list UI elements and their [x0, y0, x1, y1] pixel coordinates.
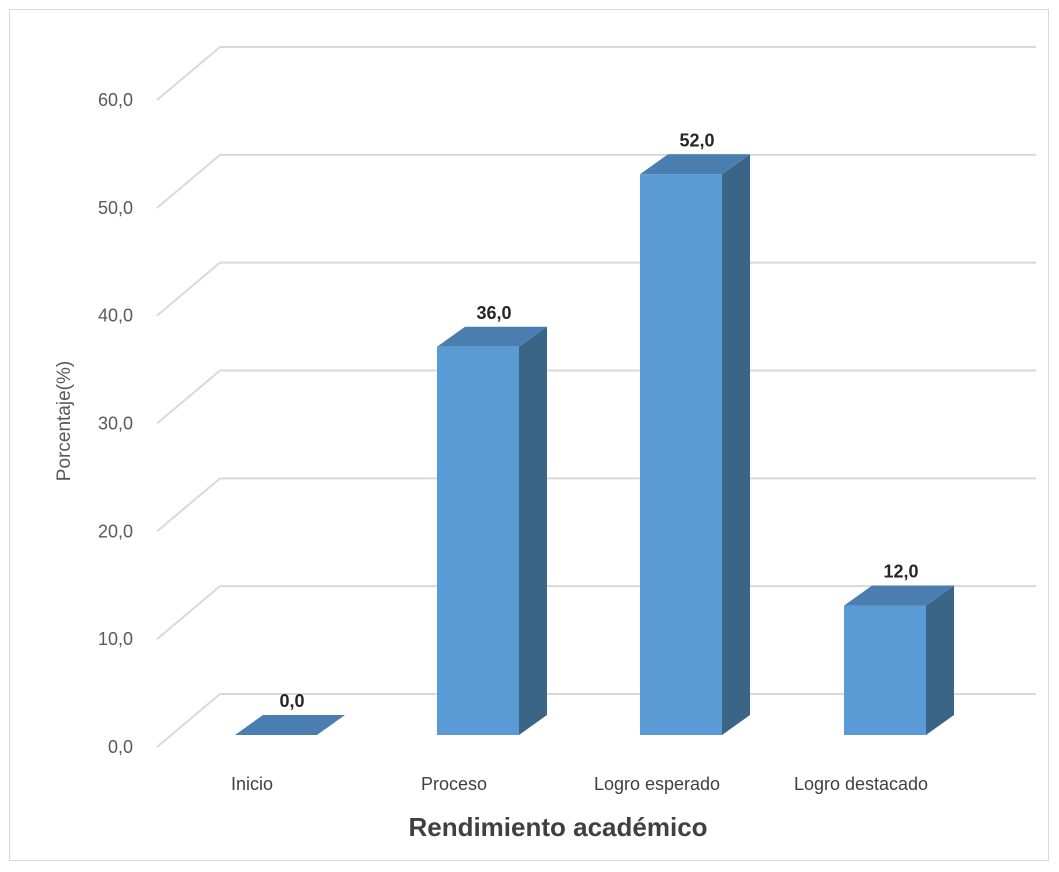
y-tick-label: 50,0: [98, 198, 133, 218]
bar-top: [844, 585, 954, 606]
gridline-diagonal: [156, 261, 221, 317]
gridline-diagonal: [156, 477, 221, 533]
x-category-label: Logro esperado: [594, 774, 720, 794]
data-labels: 0,0 36,0 52,0 12,0: [279, 130, 918, 711]
bar-front: [640, 174, 722, 735]
bar-1: [235, 715, 345, 735]
y-tick-label: 20,0: [98, 521, 133, 541]
bar-side: [519, 326, 547, 735]
y-tick-label: 60,0: [98, 90, 133, 110]
y-tick-label: 10,0: [98, 629, 133, 649]
bar-side: [926, 585, 954, 735]
bars: [235, 154, 954, 735]
bar-side: [722, 154, 750, 735]
y-tick-label: 40,0: [98, 306, 133, 326]
gridline-diagonal: [156, 693, 221, 748]
x-axis-categories: Inicio Proceso Logro esperado Logro destaca…: [231, 774, 928, 794]
bar-front: [844, 605, 926, 735]
data-label: 52,0: [679, 130, 714, 150]
bar-2: [437, 326, 547, 735]
gridline-diagonal: [156, 585, 221, 640]
y-tick-label: 0,0: [108, 737, 133, 757]
data-label: 12,0: [883, 562, 918, 582]
data-label: 0,0: [279, 691, 304, 711]
gridline-diagonal: [156, 369, 221, 425]
bar-top: [235, 715, 345, 735]
bar-3: [640, 154, 750, 735]
y-axis-ticks: 0,0 10,0 20,0 30,0 40,0 50,0 60,0: [98, 90, 133, 757]
data-label: 36,0: [476, 303, 511, 323]
x-axis-title: Rendimiento académico: [408, 812, 707, 842]
x-category-label: Proceso: [421, 774, 487, 794]
x-category-label: Logro destacado: [794, 774, 928, 794]
x-category-label: Inicio: [231, 774, 273, 794]
bar-top: [437, 326, 547, 347]
bar-front: [437, 346, 519, 735]
gridline-diagonal: [156, 154, 221, 209]
y-axis-title: Porcentaje(%): [54, 361, 75, 481]
y-tick-label: 30,0: [98, 414, 133, 434]
bar-4: [844, 585, 954, 735]
gridline-diagonal: [156, 46, 221, 101]
bar-top: [640, 154, 750, 175]
gridlines: [156, 46, 1036, 748]
